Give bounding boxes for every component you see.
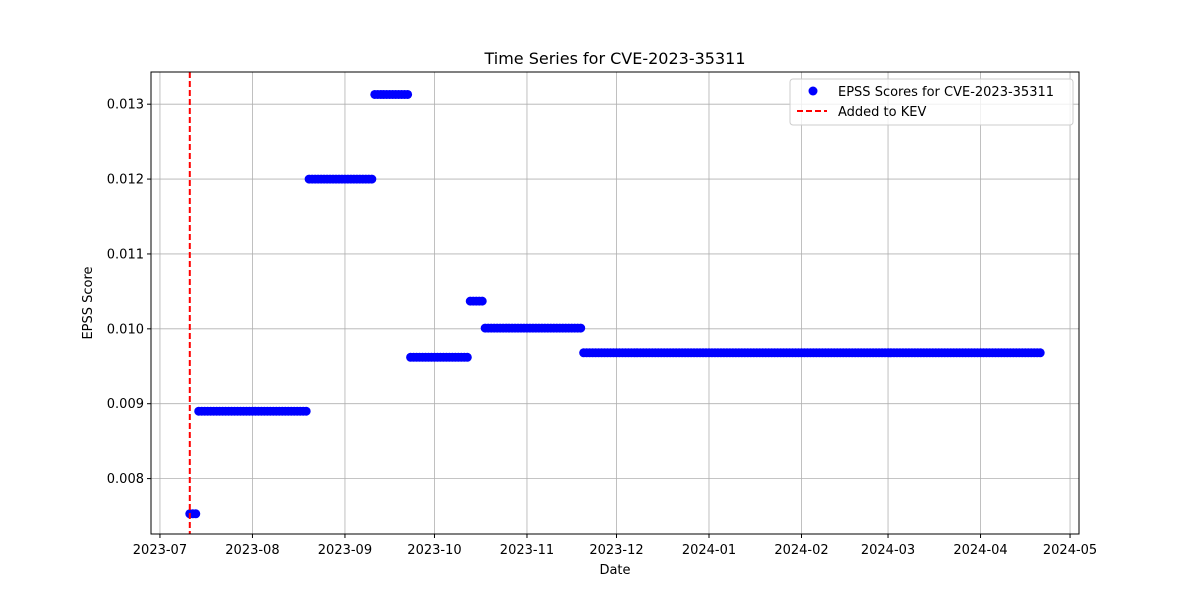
x-tick-label: 2024-02 [774, 543, 828, 558]
epss-score-point [403, 89, 413, 99]
legend-box [789, 78, 1074, 126]
legend-label-epss: EPSS Scores for CVE-2023-35311 [838, 85, 1054, 100]
y-tick-label: 0.009 [107, 397, 144, 412]
x-tick-label: 2024-01 [682, 543, 736, 558]
y-tick-label: 0.008 [107, 472, 144, 487]
y-tick-label: 0.011 [107, 247, 144, 262]
y-axis: 0.008 0.009 0.010 0.011 0.012 0.013 [107, 98, 151, 487]
y-tick-label: 0.012 [107, 173, 144, 188]
x-tick-label: 2023-10 [407, 543, 461, 558]
x-axis-label: Date [599, 563, 630, 578]
x-tick-label: 2024-05 [1043, 543, 1097, 558]
epss-score-point [301, 406, 311, 416]
x-tick-label: 2023-08 [225, 543, 279, 558]
epss-score-point [462, 352, 472, 362]
legend: EPSS Scores for CVE-2023-35311 Added to … [789, 78, 1074, 126]
epss-score-point [1035, 348, 1045, 358]
chart-title: Time Series for CVE-2023-35311 [483, 49, 745, 68]
plot-frame [150, 71, 1080, 535]
x-tick-label: 2024-04 [953, 543, 1007, 558]
epss-score-point [367, 174, 377, 184]
legend-marker-epss [808, 86, 818, 96]
x-tick-label: 2023-12 [589, 543, 643, 558]
epss-score-point [576, 323, 586, 333]
y-tick-label: 0.010 [107, 322, 144, 337]
epss-score-point [477, 296, 487, 306]
epss-score-point [191, 509, 201, 519]
y-axis-label: EPSS Score [81, 266, 96, 339]
legend-label-kev: Added to KEV [838, 105, 926, 120]
x-tick-label: 2023-07 [133, 543, 187, 558]
y-tick-label: 0.013 [107, 98, 144, 113]
x-tick-label: 2023-11 [500, 543, 554, 558]
x-axis: 2023-07 2023-08 2023-09 2023-10 2023-11 2023-… [133, 534, 1097, 558]
x-tick-label: 2024-03 [861, 543, 915, 558]
x-tick-label: 2023-09 [318, 543, 372, 558]
